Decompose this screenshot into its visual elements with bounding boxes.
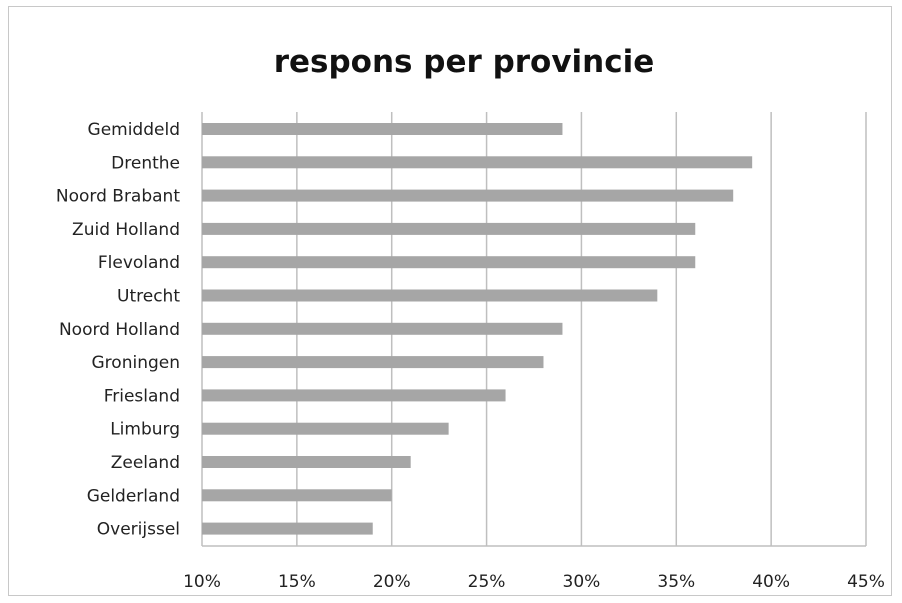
- category-label: Flevoland: [98, 253, 180, 273]
- category-label: Friesland: [104, 386, 180, 406]
- bar: [202, 456, 411, 468]
- category-label: Limburg: [110, 420, 180, 440]
- bar: [202, 389, 506, 402]
- category-label: Gelderland: [87, 486, 180, 506]
- x-tick-label: 25%: [468, 572, 506, 592]
- bar: [202, 289, 658, 302]
- category-label: Overijssel: [97, 520, 180, 540]
- category-label: Noord Holland: [59, 320, 180, 340]
- x-tick-label: 45%: [847, 572, 885, 592]
- x-tick-label: 30%: [563, 572, 601, 592]
- bar: [202, 422, 449, 435]
- x-tick-labels: 10% 15% 20% 25% 30% 35% 40% 45%: [183, 572, 885, 592]
- x-tick-label: 40%: [752, 572, 790, 592]
- category-label: Gemiddeld: [88, 120, 180, 140]
- bar: [202, 256, 696, 269]
- category-label: Noord Brabant: [56, 187, 180, 207]
- bar: [202, 222, 696, 235]
- category-label: Zeeland: [111, 453, 180, 473]
- bar: [202, 522, 373, 535]
- bar: [202, 189, 734, 202]
- bar: [202, 156, 753, 169]
- bar: [202, 356, 544, 369]
- category-label: Zuid Holland: [72, 220, 180, 240]
- x-tick-label: 20%: [373, 572, 411, 592]
- x-tick-label: 10%: [183, 572, 221, 592]
- category-label: Groningen: [92, 353, 181, 373]
- x-tick-label: 35%: [657, 572, 695, 592]
- gridlines: [201, 112, 867, 547]
- category-label: Drenthe: [111, 153, 180, 173]
- x-tick-label: 15%: [278, 572, 316, 592]
- bar: [202, 489, 392, 502]
- bars: [202, 123, 753, 535]
- bar: [202, 123, 563, 135]
- category-labels: Gemiddeld Drenthe Noord Brabant Zuid Hollan…: [56, 120, 180, 540]
- chart-title: respons per provincie: [274, 44, 655, 80]
- category-label: Utrecht: [117, 287, 180, 307]
- bar: [202, 322, 563, 335]
